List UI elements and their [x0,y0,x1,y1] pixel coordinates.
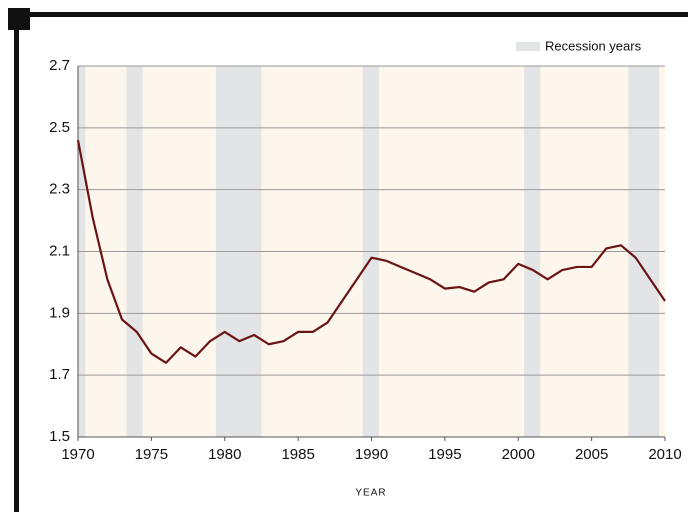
x-axis-label: YEAR [355,488,386,499]
x-tick-label: 1995 [428,446,461,463]
frame-corner [8,8,30,30]
y-tick-label: 2.5 [49,119,70,136]
y-tick-label: 1.5 [49,428,70,445]
y-tick-label: 1.9 [49,304,70,321]
legend-label: Recession years [545,38,642,53]
y-tick-label: 2.3 [49,181,70,198]
x-tick-label: 2000 [502,446,535,463]
frame-top [14,12,688,17]
x-tick-label: 1970 [61,446,94,463]
x-tick-label: 2005 [575,446,608,463]
x-tick-label: 1980 [208,446,241,463]
frame-left [14,12,19,512]
data-line [76,139,666,364]
legend-swatch [516,42,540,51]
x-tick-label: 2010 [648,446,681,463]
y-tick-label: 1.7 [49,366,70,383]
x-tick-label: 1985 [281,446,314,463]
y-tick-label: 2.7 [49,57,70,74]
x-tick-label: 1990 [355,446,388,463]
y-tick-label: 2.1 [49,242,70,259]
x-tick-label: 1975 [135,446,168,463]
